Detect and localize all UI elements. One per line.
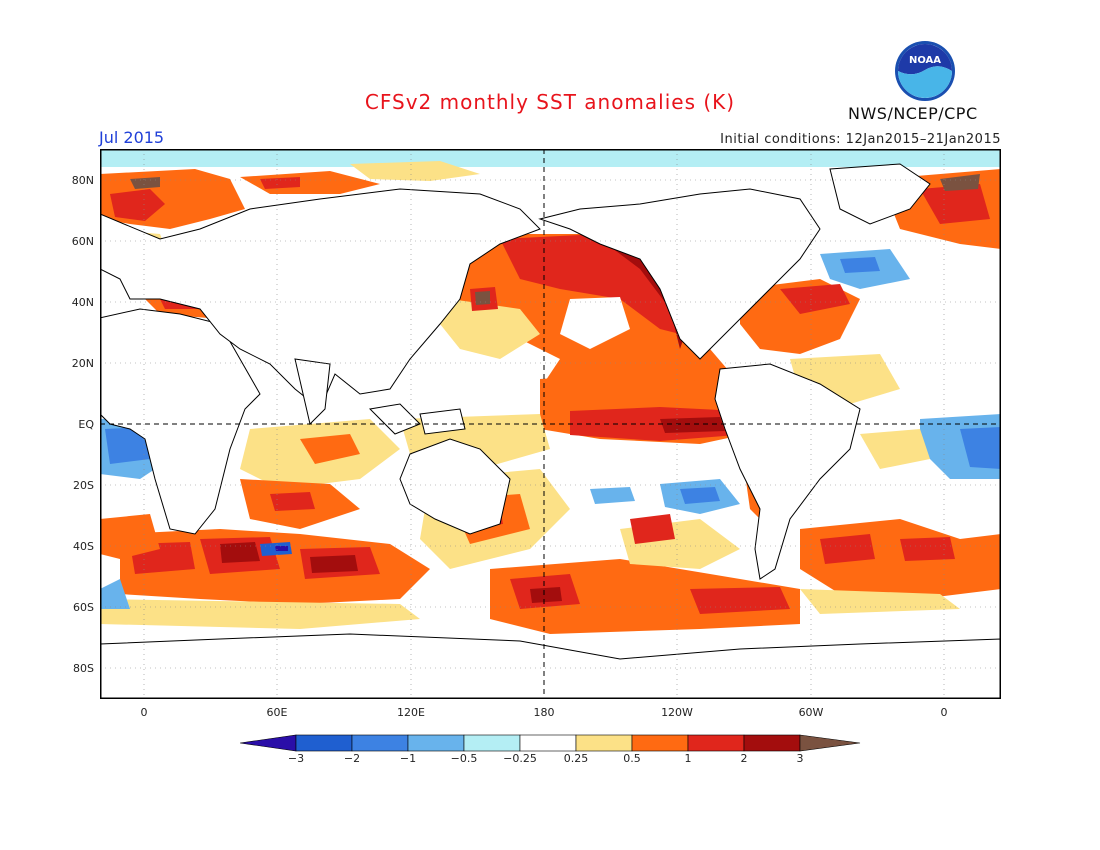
agency-label: NWS/NCEP/CPC (848, 104, 978, 123)
lat-label-20n: 20N (71, 357, 94, 370)
lon-label-120w: 120W (661, 706, 693, 719)
map-title: CFSv2 monthly SST anomalies (K) (364, 90, 736, 114)
continents (100, 163, 1001, 699)
colorbar-label: −3 (287, 752, 305, 765)
antarctica (100, 633, 1001, 699)
lat-label-40s: 40S (73, 540, 94, 553)
logo-text: NOAA (909, 55, 941, 66)
grid (100, 149, 1001, 699)
lon-label-60w: 60W (798, 706, 824, 719)
colorbar-label: 0.5 (623, 752, 641, 765)
colorbar-segment-2 (351, 734, 409, 752)
africa (100, 308, 261, 535)
lon-label-180: 180 (533, 706, 555, 719)
noaa-logo: NOAA (895, 41, 955, 101)
colorbar-label: 2 (740, 752, 748, 765)
lat-label-80n: 80N (71, 174, 94, 187)
colorbar-label: −2 (343, 752, 361, 765)
lat-label-40n: 40N (71, 296, 94, 309)
forecast-period: Jul 2015 (99, 128, 165, 147)
colorbar-segment-0 (240, 734, 297, 752)
colorbar-segment-3 (407, 734, 465, 752)
colorbar-segment-6 (575, 734, 633, 752)
india (294, 358, 331, 425)
lon-label-60e: 60E (266, 706, 288, 719)
colorbar-label: −1 (399, 752, 417, 765)
eurasia (100, 188, 541, 410)
colorbar-segment-8 (687, 734, 745, 752)
colorbar-label: 3 (796, 752, 804, 765)
north-america (538, 188, 821, 360)
colorbar-segment-10 (799, 734, 861, 752)
sst-anomaly-map (100, 149, 1001, 699)
lat-label-20s: 20S (73, 479, 94, 492)
colorbar-label: 0.25 (563, 752, 589, 765)
colorbar-segment-9 (743, 734, 801, 752)
greenland (829, 163, 931, 225)
colorbar-label: −0.25 (503, 752, 537, 765)
colorbar-label: 1 (684, 752, 692, 765)
borneo (419, 408, 466, 435)
lon-label-0-east: 0 (940, 706, 948, 719)
colorbar-segment-5 (519, 734, 577, 752)
south-america (714, 363, 861, 580)
initial-conditions: Initial conditions: 12Jan2015–21Jan2015 (720, 132, 1001, 147)
colorbar-segment-4 (463, 734, 521, 752)
map-frame (100, 149, 1001, 699)
colorbar-segment-7 (631, 734, 689, 752)
lat-label-60s: 60S (73, 601, 94, 614)
colorbar (240, 734, 861, 752)
lon-label-0: 0 (140, 706, 148, 719)
lat-label-60n: 60N (71, 235, 94, 248)
colorbar-label: −0.5 (450, 752, 478, 765)
colorbar-segment-1 (295, 734, 353, 752)
lat-label-80s: 80S (73, 662, 94, 675)
australia (399, 438, 511, 535)
lat-label-eq: EQ (78, 418, 94, 431)
lon-label-120e: 120E (397, 706, 425, 719)
